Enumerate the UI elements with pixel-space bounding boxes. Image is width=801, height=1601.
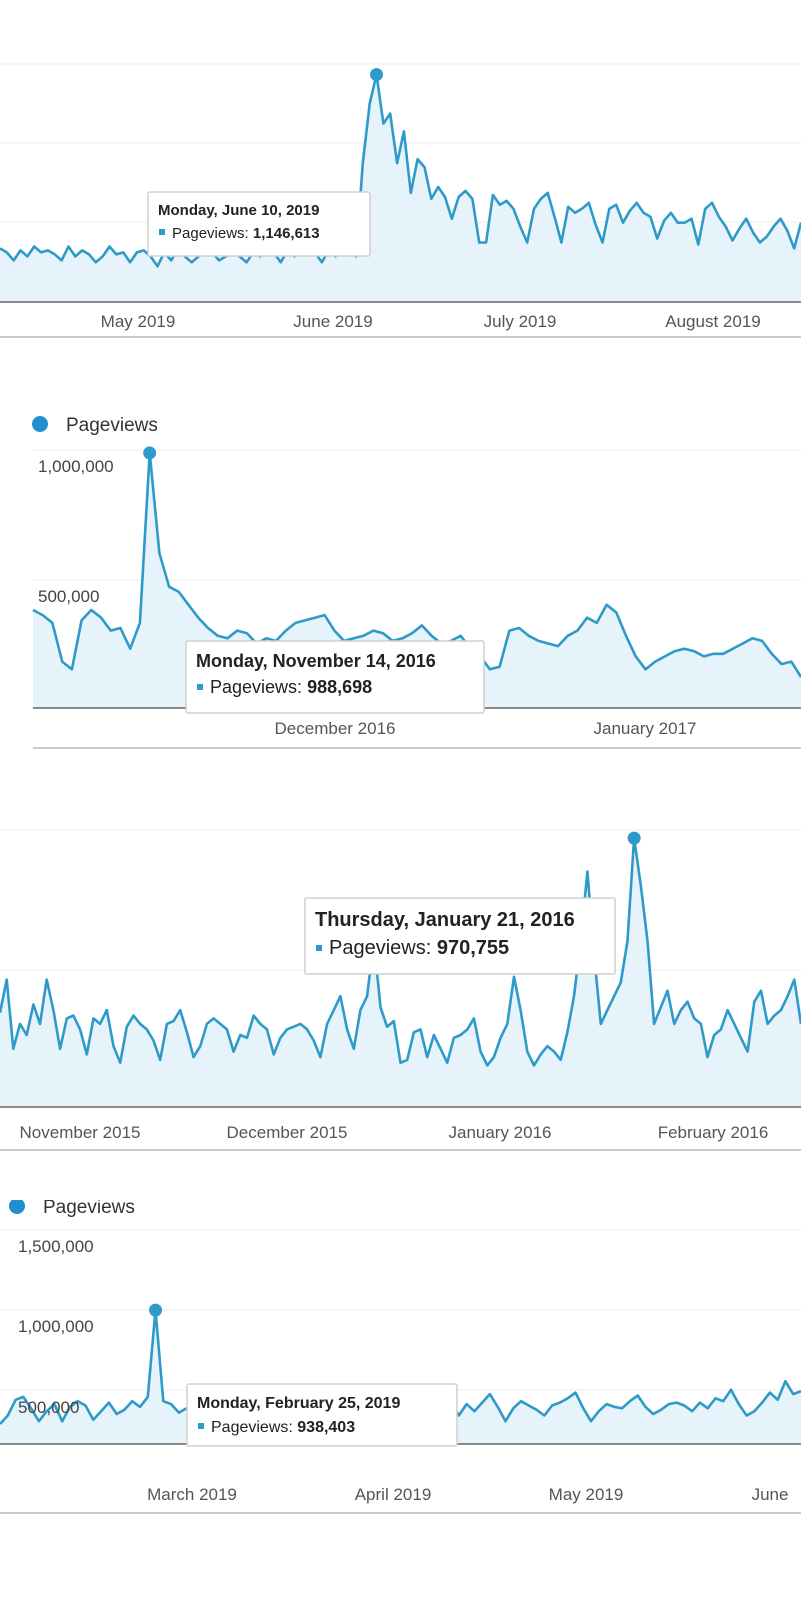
tooltip-metric-name: Pageviews bbox=[329, 937, 426, 959]
tooltip-metric-name: Pageviews bbox=[210, 677, 297, 697]
tooltip-date: Thursday, January 21, 2016 bbox=[315, 909, 575, 931]
tooltip-series-swatch-icon bbox=[316, 945, 322, 951]
pageviews-chart-2016-winter: December 2016 January 2017 1,000,000 500,00… bbox=[32, 415, 801, 749]
x-tick-label: August 2019 bbox=[665, 312, 760, 331]
legend-dot-icon bbox=[32, 416, 48, 432]
tooltip: Thursday, January 21, 2016 Pageviews: 970… bbox=[304, 897, 616, 975]
highlight-point bbox=[149, 1303, 163, 1317]
highlight-point bbox=[370, 68, 384, 82]
tooltip-box bbox=[304, 897, 616, 975]
tooltip-date: Monday, November 14, 2016 bbox=[196, 651, 436, 671]
y-tick-label: 1,000,000 bbox=[38, 457, 114, 476]
tooltip-separator: : bbox=[297, 677, 307, 697]
pageviews-chart-2019-spring: March 2019 April 2019 May 2019 June 1,500,00… bbox=[0, 1200, 801, 1514]
legend-dot-icon bbox=[9, 1200, 25, 1214]
tooltip-separator: : bbox=[288, 1419, 297, 1436]
pageviews-area bbox=[0, 74, 801, 302]
tooltip-box bbox=[147, 191, 371, 257]
x-tick-label: November 2015 bbox=[20, 1123, 141, 1142]
tooltip-date: Monday, February 25, 2019 bbox=[197, 1395, 400, 1412]
tooltip: Monday, June 10, 2019 Pageviews: 1,146,61… bbox=[147, 191, 371, 257]
pageviews-series-line bbox=[0, 73, 801, 268]
chart-panel-february-2019: March 2019 April 2019 May 2019 June 1,500,00… bbox=[0, 1200, 801, 1601]
pageviews-series-line bbox=[32, 451, 801, 678]
tooltip-value: 938,403 bbox=[297, 1419, 355, 1436]
pageviews-chart-2019-summer: May 2019 June 2019 July 2019 August 2019 Mon… bbox=[0, 63, 801, 338]
y-tick-label: 1,500,000 bbox=[18, 1237, 94, 1256]
x-tick-label: December 2016 bbox=[275, 719, 396, 738]
tooltip: Monday, November 14, 2016 Pageviews: 988,… bbox=[185, 640, 485, 714]
tooltip-metric-name: Pageviews bbox=[211, 1419, 288, 1436]
x-tick-label: April 2019 bbox=[355, 1485, 432, 1504]
pageviews-area bbox=[0, 838, 801, 1107]
tooltip-separator: : bbox=[426, 937, 437, 959]
pageviews-chart-2015-2016: November 2015 December 2015 January 2016 Fe… bbox=[0, 829, 801, 1151]
x-tick-label: July 2019 bbox=[484, 312, 557, 331]
tooltip-series-swatch-icon bbox=[159, 229, 165, 235]
x-tick-label: December 2015 bbox=[227, 1123, 348, 1142]
tooltip-metric: Pageviews: 938,403 bbox=[211, 1419, 355, 1436]
tooltip-series-swatch-icon bbox=[197, 684, 203, 690]
x-tick-label: March 2019 bbox=[147, 1485, 237, 1504]
x-tick-label: June 2019 bbox=[293, 312, 372, 331]
x-tick-label: May 2019 bbox=[549, 1485, 624, 1504]
chart-panel-january-2016: November 2015 December 2015 January 2016 Fe… bbox=[0, 780, 801, 1200]
tooltip-separator: : bbox=[245, 225, 253, 242]
tooltip-metric-name: Pageviews bbox=[172, 225, 245, 242]
tooltip-value: 988,698 bbox=[307, 677, 372, 697]
y-tick-label: 1,000,000 bbox=[18, 1317, 94, 1336]
y-tick-label: 500,000 bbox=[38, 587, 99, 606]
tooltip-metric: Pageviews: 1,146,613 bbox=[172, 225, 320, 242]
tooltip-date: Monday, June 10, 2019 bbox=[158, 202, 319, 219]
legend-label: Pageviews bbox=[43, 1200, 135, 1218]
highlight-point bbox=[627, 831, 641, 845]
x-tick-label: January 2016 bbox=[448, 1123, 551, 1142]
pageviews-series-line bbox=[0, 836, 801, 1067]
tooltip-value: 1,146,613 bbox=[253, 225, 320, 242]
x-tick-label: May 2019 bbox=[101, 312, 176, 331]
chart-panel-june-2019: May 2019 June 2019 July 2019 August 2019 Mon… bbox=[0, 0, 801, 350]
tooltip-box bbox=[185, 640, 485, 714]
tooltip-series-swatch-icon bbox=[198, 1423, 204, 1429]
x-tick-label: January 2017 bbox=[593, 719, 696, 738]
legend-label: Pageviews bbox=[66, 415, 158, 436]
tooltip-metric: Pageviews: 988,698 bbox=[210, 677, 372, 697]
tooltip-metric: Pageviews: 970,755 bbox=[329, 937, 509, 959]
chart-panel-november-2016: December 2016 January 2017 1,000,000 500,00… bbox=[0, 350, 801, 780]
x-tick-label: June bbox=[752, 1485, 789, 1504]
tooltip-value: 970,755 bbox=[437, 937, 509, 959]
tooltip-box bbox=[186, 1383, 458, 1447]
y-tick-label: 500,000 bbox=[18, 1398, 79, 1417]
tooltip: Monday, February 25, 2019 Pageviews: 938,… bbox=[186, 1383, 458, 1447]
highlight-point bbox=[143, 446, 157, 460]
x-tick-label: February 2016 bbox=[658, 1123, 769, 1142]
